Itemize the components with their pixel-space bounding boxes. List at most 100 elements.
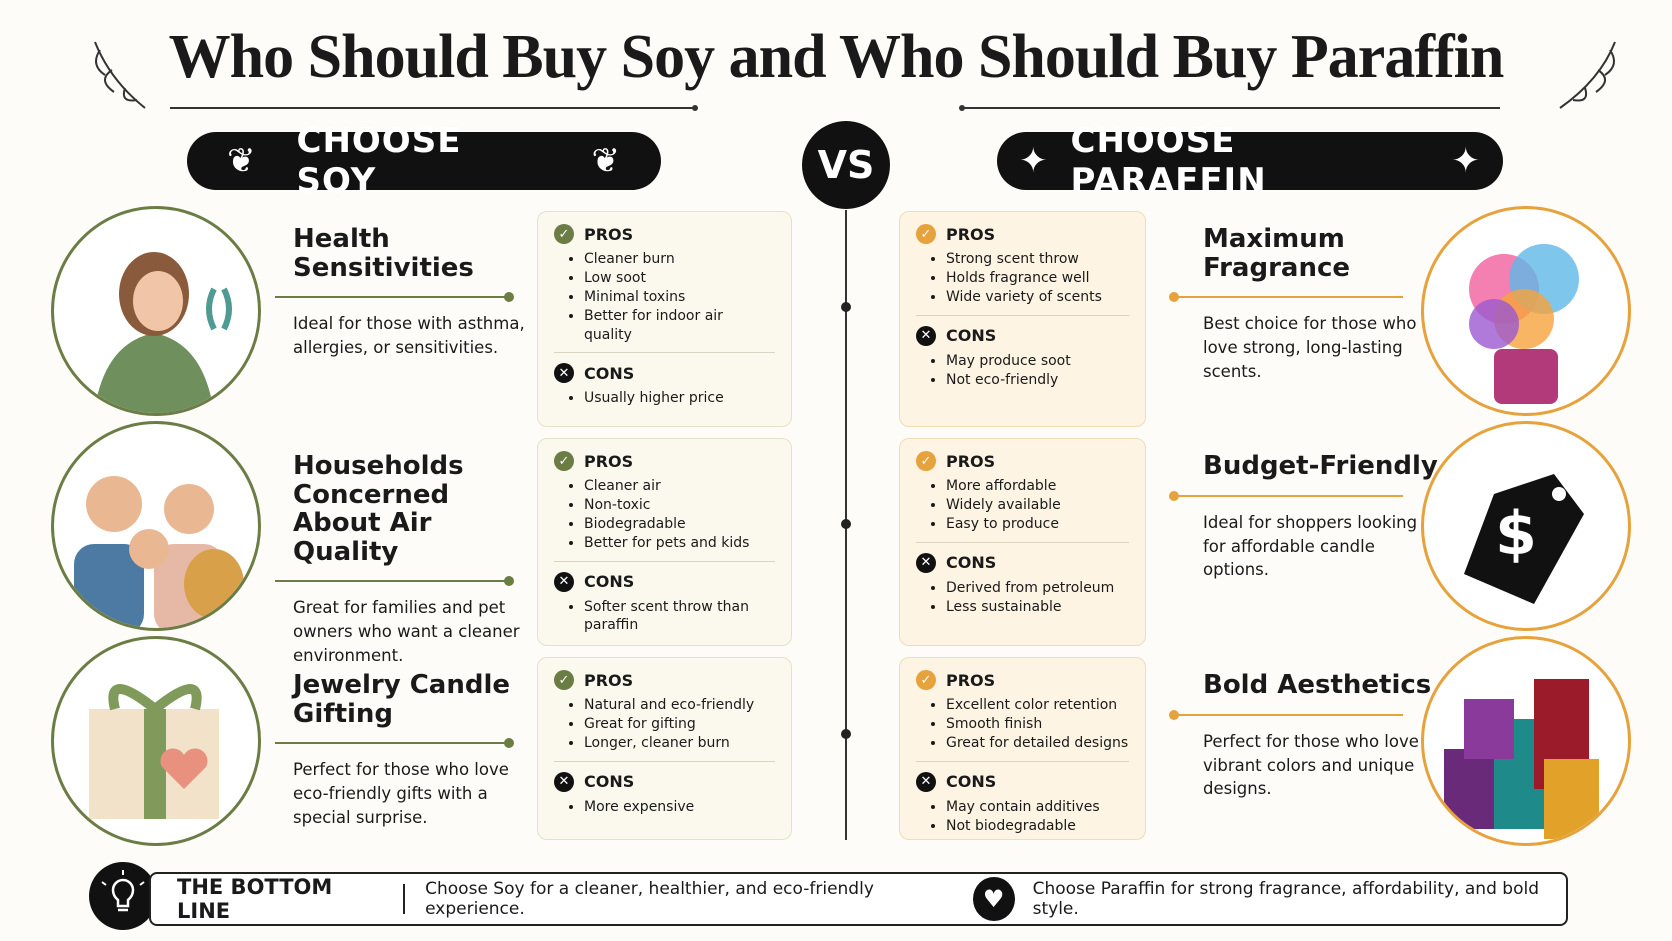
gift-illustration	[51, 636, 261, 846]
pros-item: Cleaner air	[584, 477, 775, 496]
pros-item: Easy to produce	[946, 515, 1129, 534]
paraffin-header-icon: ✦	[1451, 141, 1481, 181]
pros-label-text: PROS	[584, 670, 634, 690]
vs-badge: VS	[802, 121, 890, 209]
pros-icon: ✓	[554, 670, 574, 690]
cons-label: ✕ CONS	[554, 571, 775, 592]
pros-item: Non-toxic	[584, 496, 775, 515]
candles-illustration	[1421, 636, 1631, 846]
pros-icon: ✓	[554, 451, 574, 471]
rule	[275, 738, 514, 749]
rule	[275, 292, 514, 303]
pros-item: Better for pets and kids	[584, 534, 775, 553]
pros-list: Cleaner airNon-toxicBiodegradableBetter …	[554, 477, 775, 553]
divider	[554, 760, 775, 762]
bottom-line-label: THE BOTTOM LINE	[177, 875, 333, 923]
pros-item: Biodegradable	[584, 515, 775, 534]
soy-heading: Households Concerned About Air Quality	[293, 451, 464, 567]
soy-header-label: CHOOSE SOY	[296, 121, 462, 201]
cons-label-text: CONS	[946, 326, 997, 346]
rule-dot	[504, 292, 514, 303]
title: Who Should Buy Soy and Who Should Buy Pa…	[168, 23, 1505, 91]
soy-card: ✓ PROS Natural and eco-friendlyGreat for g…	[537, 657, 792, 840]
cons-list: May produce sootNot eco-friendly	[916, 352, 1129, 390]
cons-icon: ✕	[916, 771, 936, 792]
pros-item: Great for gifting	[584, 715, 775, 734]
pros-item: Strong scent throw	[946, 250, 1129, 269]
dollar-sign: $	[1495, 499, 1537, 569]
rule-dot	[1169, 490, 1179, 501]
cons-label-text: CONS	[946, 772, 997, 792]
cons-label: ✕ CONS	[554, 363, 775, 384]
cons-label-text: CONS	[584, 363, 635, 383]
soy-description: Perfect for those who love eco-friendly …	[293, 760, 509, 828]
pros-list: Strong scent throwHolds fragrance wellWi…	[916, 250, 1129, 307]
paraffin-text-block: Maximum Fragrance Best choice for those w…	[1169, 224, 1438, 384]
divider	[554, 352, 775, 354]
pros-list: More affordableWidely availableEasy to p…	[916, 477, 1129, 534]
cons-list: Derived from petroleumLess sustainable	[916, 579, 1129, 617]
divider	[554, 560, 775, 562]
rule	[1169, 709, 1403, 720]
pros-item: Better for indoor air quality	[584, 307, 775, 345]
pros-icon: ✓	[916, 224, 936, 244]
fragrance-illustration	[1421, 206, 1631, 416]
pros-label-text: PROS	[946, 224, 996, 244]
cons-label: ✕ CONS	[554, 771, 775, 792]
cons-label-text: CONS	[584, 572, 635, 592]
divider	[916, 760, 1129, 762]
soy-header-icon: ❦	[591, 141, 621, 181]
cons-list: Softer scent throw than paraffin	[554, 598, 775, 636]
cons-icon: ✕	[554, 771, 574, 792]
cons-label-text: CONS	[946, 553, 997, 573]
rule-dot	[504, 738, 514, 749]
divider	[916, 541, 1129, 543]
pros-item: Longer, cleaner burn	[584, 734, 775, 753]
paraffin-description: Perfect for those who love vibrant color…	[1203, 731, 1419, 799]
cons-list: More expensive	[554, 798, 775, 817]
soy-text-block: Jewelry Candle Gifting Perfect for those …	[275, 670, 528, 830]
pros-list: Natural and eco-friendlyGreat for giftin…	[554, 696, 775, 753]
pros-item: Natural and eco-friendly	[584, 696, 775, 715]
paraffin-header: ✦ CHOOSE PARAFFIN ✦	[997, 121, 1503, 201]
cons-item: May produce soot	[946, 352, 1129, 371]
soy-summary: Choose Soy for a cleaner, healthier, and…	[425, 879, 874, 919]
pros-item: Cleaner burn	[584, 250, 775, 269]
cons-item: Derived from petroleum	[946, 579, 1129, 598]
rule-dot	[504, 576, 514, 587]
cons-item: More expensive	[584, 798, 775, 817]
pros-label: ✓ PROS	[916, 670, 1129, 690]
divider	[403, 884, 406, 914]
soy-heading: Jewelry Candle Gifting	[293, 670, 510, 729]
cons-item: Less sustainable	[946, 598, 1129, 617]
rule-dot	[1169, 709, 1179, 720]
heart-icon: ♥	[972, 877, 1015, 921]
cons-item: Usually higher price	[584, 389, 775, 408]
pros-label: ✓ PROS	[554, 224, 775, 244]
pros-icon: ✓	[554, 224, 574, 244]
cons-icon: ✕	[554, 363, 574, 384]
paraffin-summary: Choose Paraffin for strong fragrance, af…	[1032, 879, 1539, 919]
pros-item: Low soot	[584, 269, 775, 288]
cons-icon: ✕	[916, 552, 936, 573]
pros-item: Smooth finish	[946, 715, 1129, 734]
family-illustration	[51, 421, 261, 631]
soy-description: Great for families and pet owners who wa…	[293, 598, 520, 666]
soy-description: Ideal for those with asthma, allergies, …	[293, 314, 525, 358]
paraffin-header-label: CHOOSE PARAFFIN	[1070, 121, 1267, 201]
price-tag-illustration: $	[1421, 421, 1631, 631]
rule	[1169, 292, 1403, 303]
pros-icon: ✓	[916, 451, 936, 471]
cons-item: Not biodegradable	[946, 817, 1129, 836]
paraffin-description: Ideal for shoppers looking for affordabl…	[1203, 512, 1418, 580]
rule-dot	[1169, 292, 1179, 303]
paraffin-heading: Maximum Fragrance	[1203, 224, 1350, 283]
paraffin-heading: Bold Aesthetics	[1203, 670, 1432, 700]
cons-label: ✕ CONS	[916, 771, 1129, 792]
soy-heading: Health Sensitivities	[293, 224, 474, 283]
pros-label-text: PROS	[584, 451, 634, 471]
pros-item: Minimal toxins	[584, 288, 775, 307]
soy-text-block: Households Concerned About Air Quality Gr…	[275, 451, 528, 668]
soy-text-block: Health Sensitivities Ideal for those with…	[275, 224, 528, 360]
